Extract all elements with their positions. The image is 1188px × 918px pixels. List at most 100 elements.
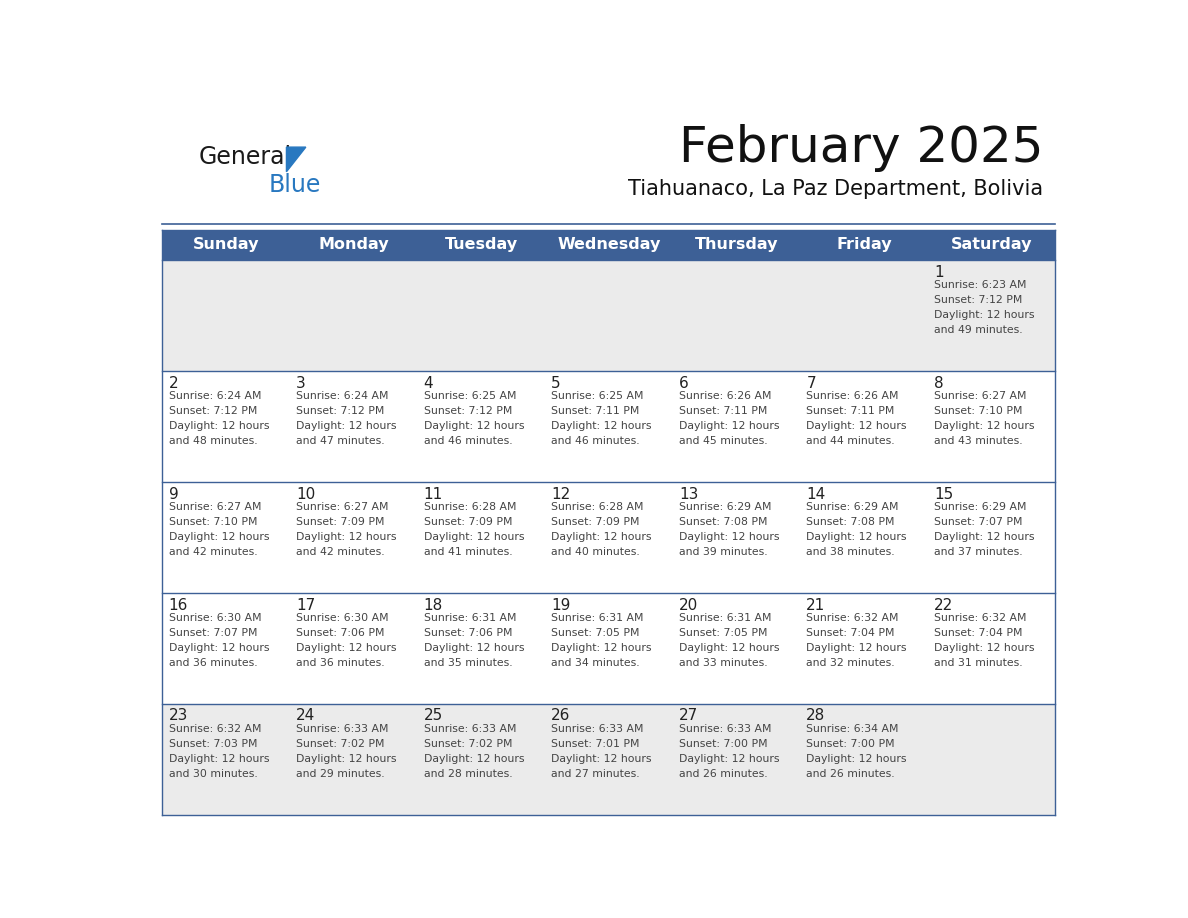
Text: and 42 minutes.: and 42 minutes. (296, 547, 385, 557)
Text: Sunset: 7:12 PM: Sunset: 7:12 PM (169, 407, 257, 416)
Text: 17: 17 (296, 598, 316, 612)
Text: and 30 minutes.: and 30 minutes. (169, 769, 258, 778)
Text: Friday: Friday (836, 238, 892, 252)
Text: Sunrise: 6:33 AM: Sunrise: 6:33 AM (551, 724, 644, 733)
Text: and 48 minutes.: and 48 minutes. (169, 436, 258, 446)
Text: General: General (198, 145, 292, 169)
Text: 10: 10 (296, 487, 316, 502)
Text: and 49 minutes.: and 49 minutes. (934, 325, 1023, 335)
Text: Thursday: Thursday (695, 238, 778, 252)
Text: Sunset: 7:10 PM: Sunset: 7:10 PM (934, 407, 1023, 416)
Text: Sunset: 7:00 PM: Sunset: 7:00 PM (807, 739, 895, 749)
Text: Sunrise: 6:25 AM: Sunrise: 6:25 AM (551, 391, 644, 401)
Text: Sunrise: 6:31 AM: Sunrise: 6:31 AM (678, 613, 771, 623)
Text: Sunrise: 6:30 AM: Sunrise: 6:30 AM (169, 613, 261, 623)
Text: and 31 minutes.: and 31 minutes. (934, 658, 1023, 668)
Text: Daylight: 12 hours: Daylight: 12 hours (296, 754, 397, 764)
Text: Daylight: 12 hours: Daylight: 12 hours (678, 532, 779, 543)
Text: and 26 minutes.: and 26 minutes. (678, 769, 767, 778)
Text: Daylight: 12 hours: Daylight: 12 hours (807, 643, 906, 653)
Text: and 34 minutes.: and 34 minutes. (551, 658, 640, 668)
Text: Sunrise: 6:31 AM: Sunrise: 6:31 AM (551, 613, 644, 623)
Text: Daylight: 12 hours: Daylight: 12 hours (424, 754, 524, 764)
Text: 2: 2 (169, 375, 178, 391)
Text: Daylight: 12 hours: Daylight: 12 hours (424, 643, 524, 653)
Text: 14: 14 (807, 487, 826, 502)
Text: 11: 11 (424, 487, 443, 502)
Text: Saturday: Saturday (950, 238, 1032, 252)
Text: and 43 minutes.: and 43 minutes. (934, 436, 1023, 446)
Text: 23: 23 (169, 709, 188, 723)
Text: Daylight: 12 hours: Daylight: 12 hours (169, 421, 270, 431)
Text: Daylight: 12 hours: Daylight: 12 hours (678, 754, 779, 764)
Text: Sunset: 7:10 PM: Sunset: 7:10 PM (169, 517, 257, 527)
Text: Sunset: 7:03 PM: Sunset: 7:03 PM (169, 739, 257, 749)
Text: Sunrise: 6:33 AM: Sunrise: 6:33 AM (296, 724, 388, 733)
Text: Sunset: 7:08 PM: Sunset: 7:08 PM (678, 517, 767, 527)
Text: Sunset: 7:05 PM: Sunset: 7:05 PM (551, 628, 640, 638)
Text: 22: 22 (934, 598, 953, 612)
Text: Sunset: 7:11 PM: Sunset: 7:11 PM (807, 407, 895, 416)
Text: 3: 3 (296, 375, 307, 391)
Text: Daylight: 12 hours: Daylight: 12 hours (678, 421, 779, 431)
Text: and 46 minutes.: and 46 minutes. (551, 436, 640, 446)
Text: 18: 18 (424, 598, 443, 612)
Text: Sunset: 7:04 PM: Sunset: 7:04 PM (807, 628, 895, 638)
Text: Daylight: 12 hours: Daylight: 12 hours (934, 532, 1035, 543)
Text: Sunset: 7:02 PM: Sunset: 7:02 PM (296, 739, 385, 749)
Text: Sunset: 7:02 PM: Sunset: 7:02 PM (424, 739, 512, 749)
Text: Sunset: 7:07 PM: Sunset: 7:07 PM (934, 517, 1023, 527)
Text: 24: 24 (296, 709, 316, 723)
Text: Daylight: 12 hours: Daylight: 12 hours (807, 421, 906, 431)
Text: 16: 16 (169, 598, 188, 612)
Text: Daylight: 12 hours: Daylight: 12 hours (296, 532, 397, 543)
Text: and 36 minutes.: and 36 minutes. (296, 658, 385, 668)
Text: Sunset: 7:09 PM: Sunset: 7:09 PM (296, 517, 385, 527)
Text: and 28 minutes.: and 28 minutes. (424, 769, 512, 778)
Text: Sunset: 7:12 PM: Sunset: 7:12 PM (296, 407, 385, 416)
Text: Sunrise: 6:34 AM: Sunrise: 6:34 AM (807, 724, 899, 733)
Text: and 46 minutes.: and 46 minutes. (424, 436, 512, 446)
Text: Sunrise: 6:30 AM: Sunrise: 6:30 AM (296, 613, 388, 623)
Text: Sunset: 7:07 PM: Sunset: 7:07 PM (169, 628, 257, 638)
Text: Sunset: 7:09 PM: Sunset: 7:09 PM (424, 517, 512, 527)
Text: Daylight: 12 hours: Daylight: 12 hours (807, 532, 906, 543)
Text: 26: 26 (551, 709, 570, 723)
Text: 15: 15 (934, 487, 953, 502)
Text: Daylight: 12 hours: Daylight: 12 hours (296, 643, 397, 653)
Text: Sunrise: 6:32 AM: Sunrise: 6:32 AM (934, 613, 1026, 623)
Text: Sunrise: 6:28 AM: Sunrise: 6:28 AM (424, 502, 517, 512)
Text: Daylight: 12 hours: Daylight: 12 hours (424, 421, 524, 431)
Text: and 36 minutes.: and 36 minutes. (169, 658, 258, 668)
Text: Daylight: 12 hours: Daylight: 12 hours (551, 421, 652, 431)
Text: Sunrise: 6:27 AM: Sunrise: 6:27 AM (296, 502, 388, 512)
Text: Blue: Blue (268, 174, 321, 197)
Text: Daylight: 12 hours: Daylight: 12 hours (934, 643, 1035, 653)
Text: Daylight: 12 hours: Daylight: 12 hours (678, 643, 779, 653)
Text: and 47 minutes.: and 47 minutes. (296, 436, 385, 446)
Text: Tuesday: Tuesday (444, 238, 518, 252)
Text: Sunrise: 6:25 AM: Sunrise: 6:25 AM (424, 391, 517, 401)
Text: and 26 minutes.: and 26 minutes. (807, 769, 895, 778)
Bar (163, 704, 1055, 814)
Text: and 42 minutes.: and 42 minutes. (169, 547, 258, 557)
Text: Daylight: 12 hours: Daylight: 12 hours (551, 754, 652, 764)
Text: February 2025: February 2025 (680, 124, 1043, 172)
Text: Tiahuanaco, La Paz Department, Bolivia: Tiahuanaco, La Paz Department, Bolivia (628, 179, 1043, 199)
Text: 21: 21 (807, 598, 826, 612)
Text: 5: 5 (551, 375, 561, 391)
Text: Sunset: 7:12 PM: Sunset: 7:12 PM (424, 407, 512, 416)
Text: Sunset: 7:04 PM: Sunset: 7:04 PM (934, 628, 1023, 638)
Text: Sunrise: 6:23 AM: Sunrise: 6:23 AM (934, 280, 1026, 290)
Text: Sunrise: 6:26 AM: Sunrise: 6:26 AM (678, 391, 771, 401)
Text: Sunrise: 6:29 AM: Sunrise: 6:29 AM (807, 502, 899, 512)
Text: Daylight: 12 hours: Daylight: 12 hours (296, 421, 397, 431)
Text: 6: 6 (678, 375, 689, 391)
Text: Sunrise: 6:32 AM: Sunrise: 6:32 AM (169, 724, 261, 733)
Polygon shape (286, 147, 305, 172)
Text: Sunset: 7:08 PM: Sunset: 7:08 PM (807, 517, 895, 527)
Text: 27: 27 (678, 709, 699, 723)
Text: and 41 minutes.: and 41 minutes. (424, 547, 512, 557)
Text: Daylight: 12 hours: Daylight: 12 hours (551, 643, 652, 653)
Text: and 32 minutes.: and 32 minutes. (807, 658, 895, 668)
